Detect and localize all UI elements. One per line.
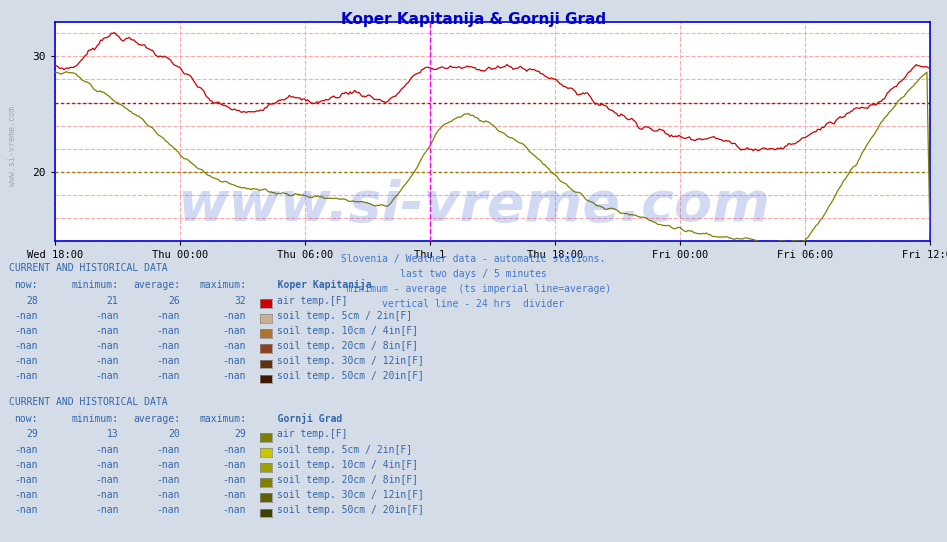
Text: minimum:: minimum: xyxy=(71,414,118,424)
Text: soil temp. 20cm / 8in[F]: soil temp. 20cm / 8in[F] xyxy=(277,341,418,351)
Text: maximum:: maximum: xyxy=(199,280,246,290)
Text: -nan: -nan xyxy=(14,371,38,381)
Text: -nan: -nan xyxy=(95,505,118,515)
Text: 13: 13 xyxy=(107,429,118,440)
Text: -nan: -nan xyxy=(14,311,38,321)
Text: -nan: -nan xyxy=(223,444,246,455)
Text: 20: 20 xyxy=(169,429,180,440)
Text: CURRENT AND HISTORICAL DATA: CURRENT AND HISTORICAL DATA xyxy=(9,263,169,273)
Text: vertical line - 24 hrs  divider: vertical line - 24 hrs divider xyxy=(383,299,564,309)
Text: soil temp. 50cm / 20in[F]: soil temp. 50cm / 20in[F] xyxy=(277,371,423,381)
Text: Koper Kapitanija: Koper Kapitanija xyxy=(260,279,372,290)
Text: -nan: -nan xyxy=(223,505,246,515)
Text: -nan: -nan xyxy=(95,341,118,351)
Text: -nan: -nan xyxy=(14,475,38,485)
Text: -nan: -nan xyxy=(156,326,180,335)
Text: -nan: -nan xyxy=(14,490,38,500)
Text: soil temp. 10cm / 4in[F]: soil temp. 10cm / 4in[F] xyxy=(277,460,418,469)
Text: -nan: -nan xyxy=(14,444,38,455)
Text: soil temp. 5cm / 2in[F]: soil temp. 5cm / 2in[F] xyxy=(277,311,412,321)
Text: maximum:: maximum: xyxy=(199,414,246,424)
Text: -nan: -nan xyxy=(223,311,246,321)
Text: -nan: -nan xyxy=(156,341,180,351)
Text: -nan: -nan xyxy=(95,356,118,366)
Text: -nan: -nan xyxy=(223,460,246,469)
Text: Slovenia / Weather data - automatic stations.: Slovenia / Weather data - automatic stat… xyxy=(341,254,606,263)
Text: -nan: -nan xyxy=(95,444,118,455)
Text: -nan: -nan xyxy=(156,356,180,366)
Text: CURRENT AND HISTORICAL DATA: CURRENT AND HISTORICAL DATA xyxy=(9,397,169,407)
Text: -nan: -nan xyxy=(14,341,38,351)
Text: -nan: -nan xyxy=(95,326,118,335)
Text: -nan: -nan xyxy=(95,371,118,381)
Text: -nan: -nan xyxy=(156,311,180,321)
Text: Koper Kapitanija & Gornji Grad: Koper Kapitanija & Gornji Grad xyxy=(341,12,606,28)
Text: soil temp. 10cm / 4in[F]: soil temp. 10cm / 4in[F] xyxy=(277,326,418,335)
Text: -nan: -nan xyxy=(14,356,38,366)
Text: air temp.[F]: air temp.[F] xyxy=(277,295,347,306)
Text: -nan: -nan xyxy=(156,460,180,469)
Text: 28: 28 xyxy=(27,295,38,306)
Text: now:: now: xyxy=(14,280,38,290)
Text: -nan: -nan xyxy=(156,444,180,455)
Text: -nan: -nan xyxy=(14,326,38,335)
Text: minimum:: minimum: xyxy=(71,280,118,290)
Text: -nan: -nan xyxy=(223,490,246,500)
Text: now:: now: xyxy=(14,414,38,424)
Text: minimum - average  (ts imperial line=average): minimum - average (ts imperial line=aver… xyxy=(335,284,612,294)
Text: -nan: -nan xyxy=(156,490,180,500)
Text: -nan: -nan xyxy=(156,475,180,485)
Text: average:: average: xyxy=(133,280,180,290)
Text: -nan: -nan xyxy=(95,490,118,500)
Text: -nan: -nan xyxy=(156,505,180,515)
Text: -nan: -nan xyxy=(223,326,246,335)
Text: -nan: -nan xyxy=(223,371,246,381)
Text: -nan: -nan xyxy=(95,460,118,469)
Text: air temp.[F]: air temp.[F] xyxy=(277,429,347,440)
Text: -nan: -nan xyxy=(14,460,38,469)
Text: -nan: -nan xyxy=(223,356,246,366)
Text: Gornji Grad: Gornji Grad xyxy=(260,413,343,424)
Text: www.si-vreme.com: www.si-vreme.com xyxy=(8,106,17,186)
Text: 29: 29 xyxy=(27,429,38,440)
Text: soil temp. 50cm / 20in[F]: soil temp. 50cm / 20in[F] xyxy=(277,505,423,515)
Text: 21: 21 xyxy=(107,295,118,306)
Text: average:: average: xyxy=(133,414,180,424)
Text: soil temp. 30cm / 12in[F]: soil temp. 30cm / 12in[F] xyxy=(277,356,423,366)
Text: -nan: -nan xyxy=(223,475,246,485)
Text: -nan: -nan xyxy=(95,475,118,485)
Text: 26: 26 xyxy=(169,295,180,306)
Text: soil temp. 20cm / 8in[F]: soil temp. 20cm / 8in[F] xyxy=(277,475,418,485)
Text: soil temp. 30cm / 12in[F]: soil temp. 30cm / 12in[F] xyxy=(277,490,423,500)
Text: www.si-vreme.com: www.si-vreme.com xyxy=(177,179,770,233)
Text: 29: 29 xyxy=(235,429,246,440)
Text: -nan: -nan xyxy=(156,371,180,381)
Text: -nan: -nan xyxy=(95,311,118,321)
Text: -nan: -nan xyxy=(14,505,38,515)
Text: soil temp. 5cm / 2in[F]: soil temp. 5cm / 2in[F] xyxy=(277,444,412,455)
Text: -nan: -nan xyxy=(223,341,246,351)
Text: 32: 32 xyxy=(235,295,246,306)
Text: last two days / 5 minutes: last two days / 5 minutes xyxy=(400,269,547,279)
